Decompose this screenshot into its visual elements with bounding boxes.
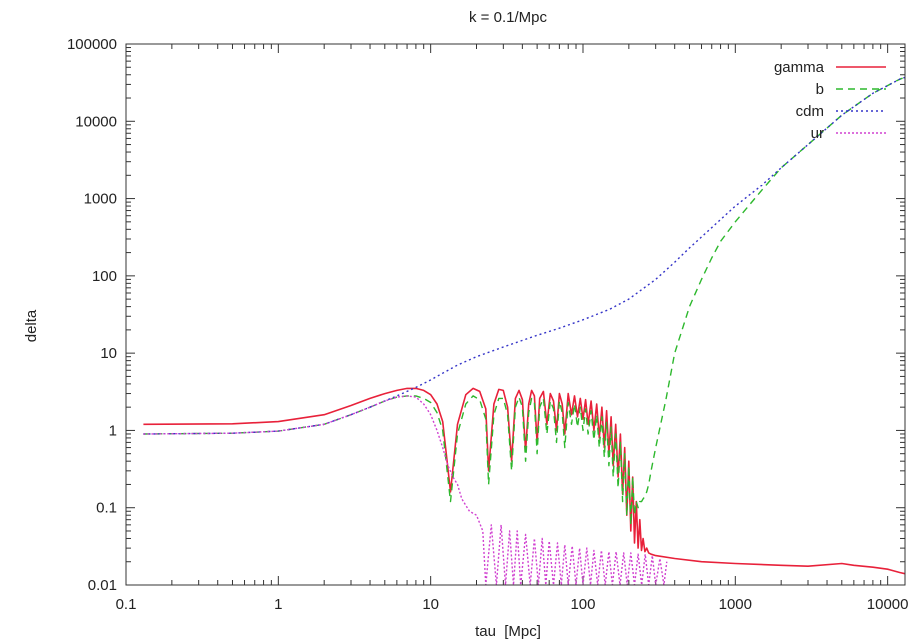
series-line-cdm	[143, 76, 905, 435]
series-ur	[143, 395, 668, 585]
y-tick-label: 0.1	[96, 500, 117, 517]
series-line-b	[143, 76, 905, 526]
plot-frame	[125, 43, 906, 586]
y-tick-label: 10	[100, 345, 117, 362]
y-axis-label: delta	[23, 309, 40, 342]
legend-label-ur: ur	[811, 125, 824, 142]
y-tick-label: 100	[92, 268, 117, 285]
x-tick-label: 1	[274, 596, 282, 613]
legend-label-gamma: gamma	[774, 59, 825, 76]
series-cdm	[143, 76, 905, 435]
series-gamma	[143, 387, 905, 575]
legend: gamma b cdm ur	[774, 59, 886, 142]
series-line-ur	[143, 395, 668, 585]
series-layer	[143, 76, 905, 585]
y-tick-label: 0.01	[88, 577, 117, 594]
legend-label-b: b	[816, 81, 824, 98]
legend-label-cdm: cdm	[796, 103, 824, 120]
y-tick-label: 100000	[67, 36, 117, 53]
y-tick-label: 10000	[75, 113, 117, 130]
y-tick-label: 1000	[84, 191, 117, 208]
x-tick-label: 100	[570, 596, 595, 613]
x-tick-label: 0.1	[116, 596, 137, 613]
x-axis-label: tau [Mpc]	[475, 623, 541, 640]
x-tick-label: 1000	[719, 596, 752, 613]
y-tick-label: 1	[109, 422, 117, 439]
series-b	[143, 76, 905, 526]
series-line-gamma	[143, 387, 905, 575]
axis-ticks: 0.1 1 10 100 1000 10000 0.01 0.1 1 10 100 1000 10000…	[67, 36, 909, 613]
x-tick-label: 10000	[867, 596, 909, 613]
x-tick-label: 10	[422, 596, 439, 613]
chart-title: k = 0.1/Mpc	[469, 9, 547, 26]
